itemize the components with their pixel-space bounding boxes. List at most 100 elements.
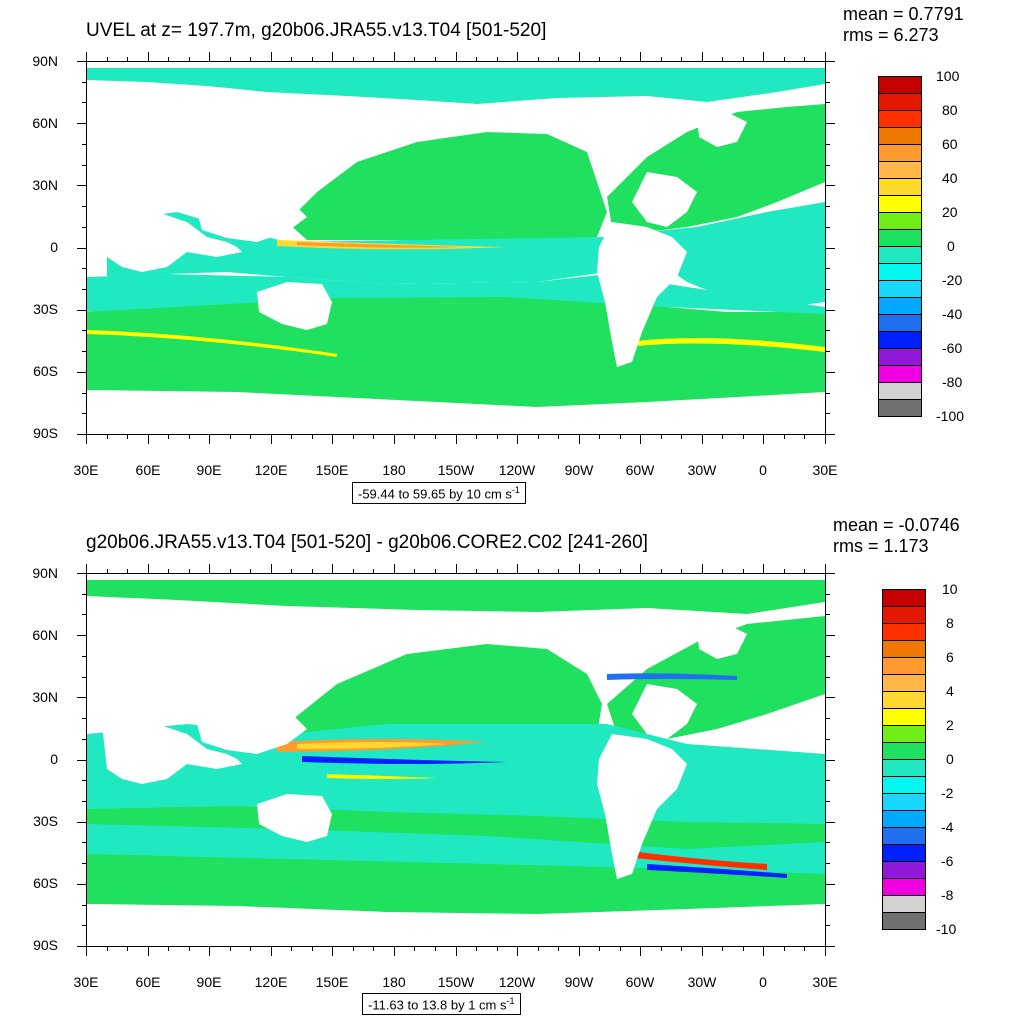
colorbar-swatch (882, 912, 926, 930)
axis-minor-tick (681, 946, 683, 951)
axis-minor-tick (82, 676, 87, 678)
lon-label: 120E (254, 462, 288, 478)
colorbar-label: -100 (936, 408, 965, 424)
lon-label: 180 (382, 462, 406, 478)
axis-tick (701, 52, 703, 62)
axis-minor-tick (599, 57, 601, 62)
axis-minor-tick (82, 351, 87, 353)
axis-minor-tick (825, 143, 830, 145)
colorbar-swatch (878, 263, 922, 281)
axis-minor-tick (681, 434, 683, 439)
axis-minor-tick (476, 57, 478, 62)
axis-minor-tick (825, 925, 830, 927)
axis-minor-tick (82, 655, 87, 657)
axis-minor-tick (599, 946, 601, 951)
lat-label: 30N (32, 689, 58, 705)
axis-minor-tick (82, 330, 87, 332)
lon-label: 30E (812, 974, 838, 990)
axis-minor-tick (373, 569, 375, 574)
axis-minor-tick (82, 288, 87, 290)
axis-minor-tick (476, 434, 478, 439)
axis-minor-tick (825, 351, 830, 353)
axis-tick (825, 371, 835, 373)
colorbar-swatch (878, 246, 922, 264)
panel-title: UVEL at z= 197.7m, g20b06.JRA55.v13.T04 … (86, 20, 547, 41)
axis-tick (77, 697, 87, 699)
axis-minor-tick (825, 863, 830, 865)
colorbar-label: 80 (942, 102, 958, 118)
axis-tick (517, 52, 519, 62)
axis-minor-tick (825, 392, 830, 394)
axis-minor-tick (825, 780, 830, 782)
axis-tick (77, 573, 87, 574)
contour-range-box: -59.44 to 59.65 by 10 cm s-1 (352, 482, 526, 505)
axis-tick (209, 564, 211, 574)
axis-minor-tick (804, 946, 806, 951)
axis-minor-tick (434, 946, 436, 951)
colorbar-swatch (878, 127, 922, 145)
colorbar-swatch (878, 399, 922, 417)
colorbar: 100 80 60 40 20 0 -20 -40 -60 -80 -100 (878, 68, 978, 424)
axis-minor-tick (82, 413, 87, 415)
axis-minor-tick (82, 780, 87, 782)
axis-minor-tick (250, 569, 252, 574)
axis-tick (701, 434, 703, 444)
colorbar-swatches (882, 589, 926, 930)
axis-minor-tick (82, 842, 87, 844)
colorbar-label: 4 (946, 683, 954, 699)
axis-minor-tick (250, 434, 252, 439)
axis-minor-tick (660, 946, 662, 951)
axis-minor-tick (742, 569, 744, 574)
colorbar-label: -80 (942, 374, 963, 390)
axis-minor-tick (291, 569, 293, 574)
lat-label: 0 (50, 239, 58, 255)
axis-minor-tick (825, 164, 830, 166)
axis-minor-tick (783, 434, 785, 439)
axis-minor-tick (373, 434, 375, 439)
colorbar-label: -10 (936, 921, 957, 937)
axis-minor-tick (825, 738, 830, 740)
lon-label: 90W (564, 974, 594, 990)
colorbar-label: -40 (942, 306, 963, 322)
colorbar-swatch (878, 229, 922, 247)
map-plot (86, 573, 826, 947)
axis-minor-tick (825, 268, 830, 270)
colorbar-swatch (878, 76, 922, 94)
axis-tick (332, 434, 334, 444)
lat-label: 30S (33, 813, 58, 829)
axis-minor-tick (168, 946, 170, 951)
axis-minor-tick (742, 57, 744, 62)
axis-minor-tick (558, 57, 560, 62)
axis-tick (393, 434, 395, 444)
lat-label: 90N (32, 53, 58, 69)
axis-minor-tick (496, 57, 498, 62)
colorbar-label: 8 (946, 615, 954, 631)
unit-exponent: -1 (511, 485, 520, 495)
axis-minor-tick (825, 842, 830, 844)
lon-label: 150W (437, 974, 475, 990)
rms-value: rms = 1.173 (833, 536, 929, 556)
colorbar-swatch (878, 212, 922, 230)
lon-label: 180 (382, 974, 406, 990)
lon-label: 120W (498, 974, 536, 990)
axis-tick (578, 52, 580, 62)
axis-minor-tick (291, 434, 293, 439)
axis-minor-tick (82, 164, 87, 166)
axis-minor-tick (188, 569, 190, 574)
axis-minor-tick (82, 904, 87, 906)
axis-minor-tick (168, 57, 170, 62)
axis-minor-tick (619, 946, 621, 951)
axis-tick (86, 52, 87, 62)
axis-minor-tick (804, 434, 806, 439)
axis-tick (270, 564, 272, 574)
axis-minor-tick (82, 738, 87, 740)
axis-minor-tick (804, 569, 806, 574)
lat-label: 90N (32, 565, 58, 581)
axis-tick (825, 52, 826, 62)
axis-tick (270, 52, 272, 62)
axis-tick (209, 946, 211, 956)
colorbar-swatch (882, 844, 926, 862)
axis-minor-tick (722, 434, 724, 439)
colorbar-swatch (878, 195, 922, 213)
axis-minor-tick (82, 143, 87, 145)
